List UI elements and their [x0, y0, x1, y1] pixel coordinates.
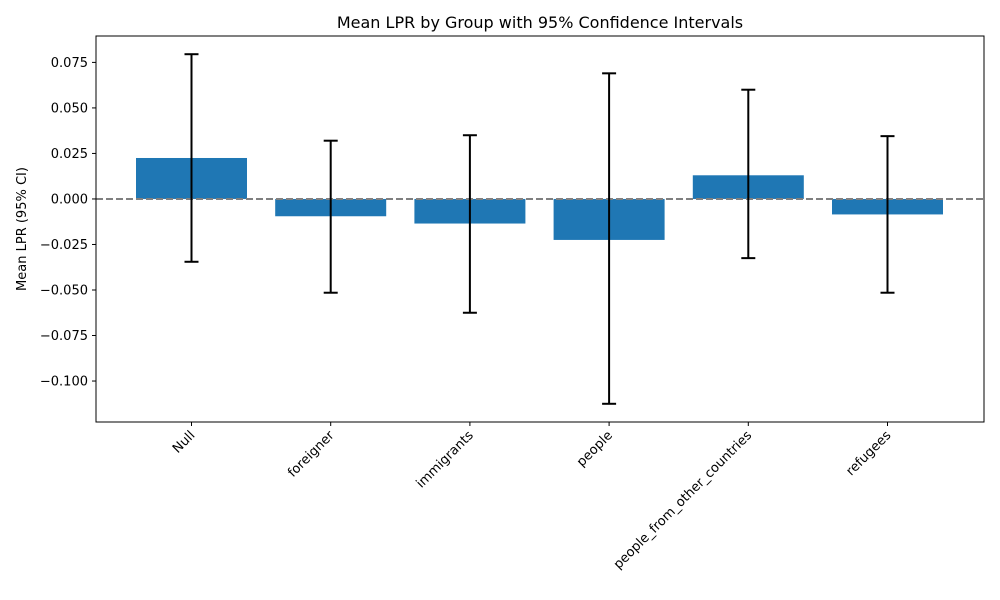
y-axis-label: Mean LPR (95% CI) [15, 167, 30, 291]
x-tick-label: people [574, 428, 616, 470]
axes-frame [95, 35, 985, 423]
y-tick-label: −0.025 [40, 238, 88, 253]
y-tick-label: −0.050 [40, 283, 88, 298]
y-tick-label: −0.075 [40, 329, 88, 344]
y-tick-label: 0.075 [51, 56, 88, 71]
y-tick-label: 0.000 [51, 192, 88, 207]
x-tick-label: people_from_other_countries [611, 428, 755, 572]
y-tick-label: 0.025 [51, 147, 88, 162]
y-tick-label: 0.050 [51, 101, 88, 116]
y-tick-label: −0.100 [40, 375, 88, 390]
x-tick-label: refugees [843, 428, 894, 479]
chart-title: Mean LPR by Group with 95% Confidence In… [337, 13, 743, 32]
x-tick-label: Null [170, 428, 198, 456]
x-tick-label: foreigner [285, 428, 338, 481]
x-tick-label: immigrants [414, 428, 477, 491]
plot-area: −0.100 −0.075 −0.050 −0.025 0.000 0.025 0.050 0… [40, 35, 985, 572]
